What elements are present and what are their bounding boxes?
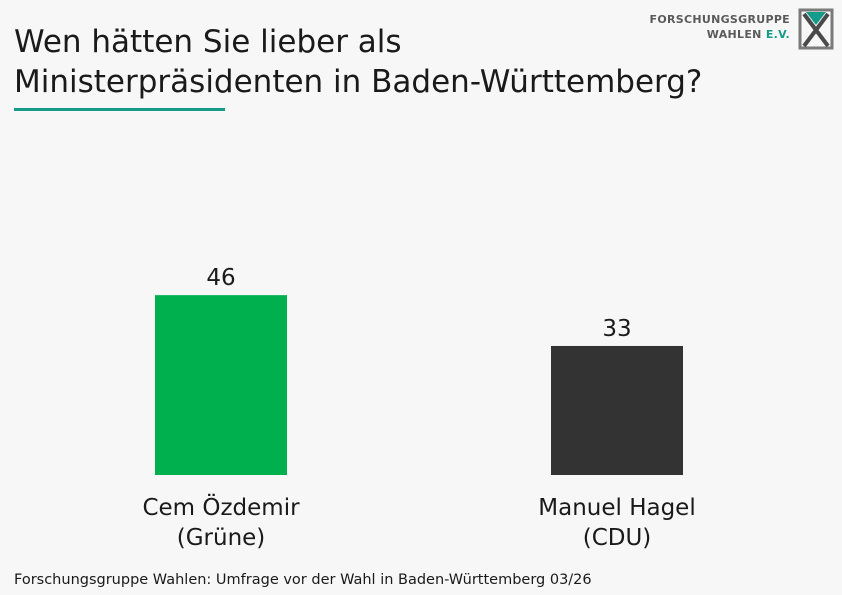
bar-2 [551, 345, 683, 475]
source-footer: Forschungsgruppe Wahlen: Umfrage vor der… [14, 572, 592, 588]
chart-title-line-2: Ministerpräsidenten in Baden-Württemberg… [14, 64, 703, 100]
logo-wordmark: FORSCHUNGSGRUPPE WAHLEN E.V. [650, 12, 791, 42]
category-party-2: (CDU) [583, 525, 652, 551]
category-name-2: Manuel Hagel [538, 495, 695, 521]
value-label-2: 33 [602, 316, 631, 342]
fgw-x-logo-icon [798, 8, 834, 50]
bar-1 [155, 295, 287, 475]
value-label-1: 46 [206, 265, 235, 291]
logo-line-2-suffix: E.V. [765, 28, 790, 41]
logo-line-1: FORSCHUNGSGRUPPE [649, 13, 790, 26]
chart-title-line-1: Wen hätten Sie lieber als [14, 24, 402, 60]
logo-line-2-name: WAHLEN [706, 28, 762, 41]
category-party-1: (Grüne) [177, 525, 266, 551]
category-name-1: Cem Özdemir [142, 493, 300, 521]
title-underline [14, 108, 225, 111]
